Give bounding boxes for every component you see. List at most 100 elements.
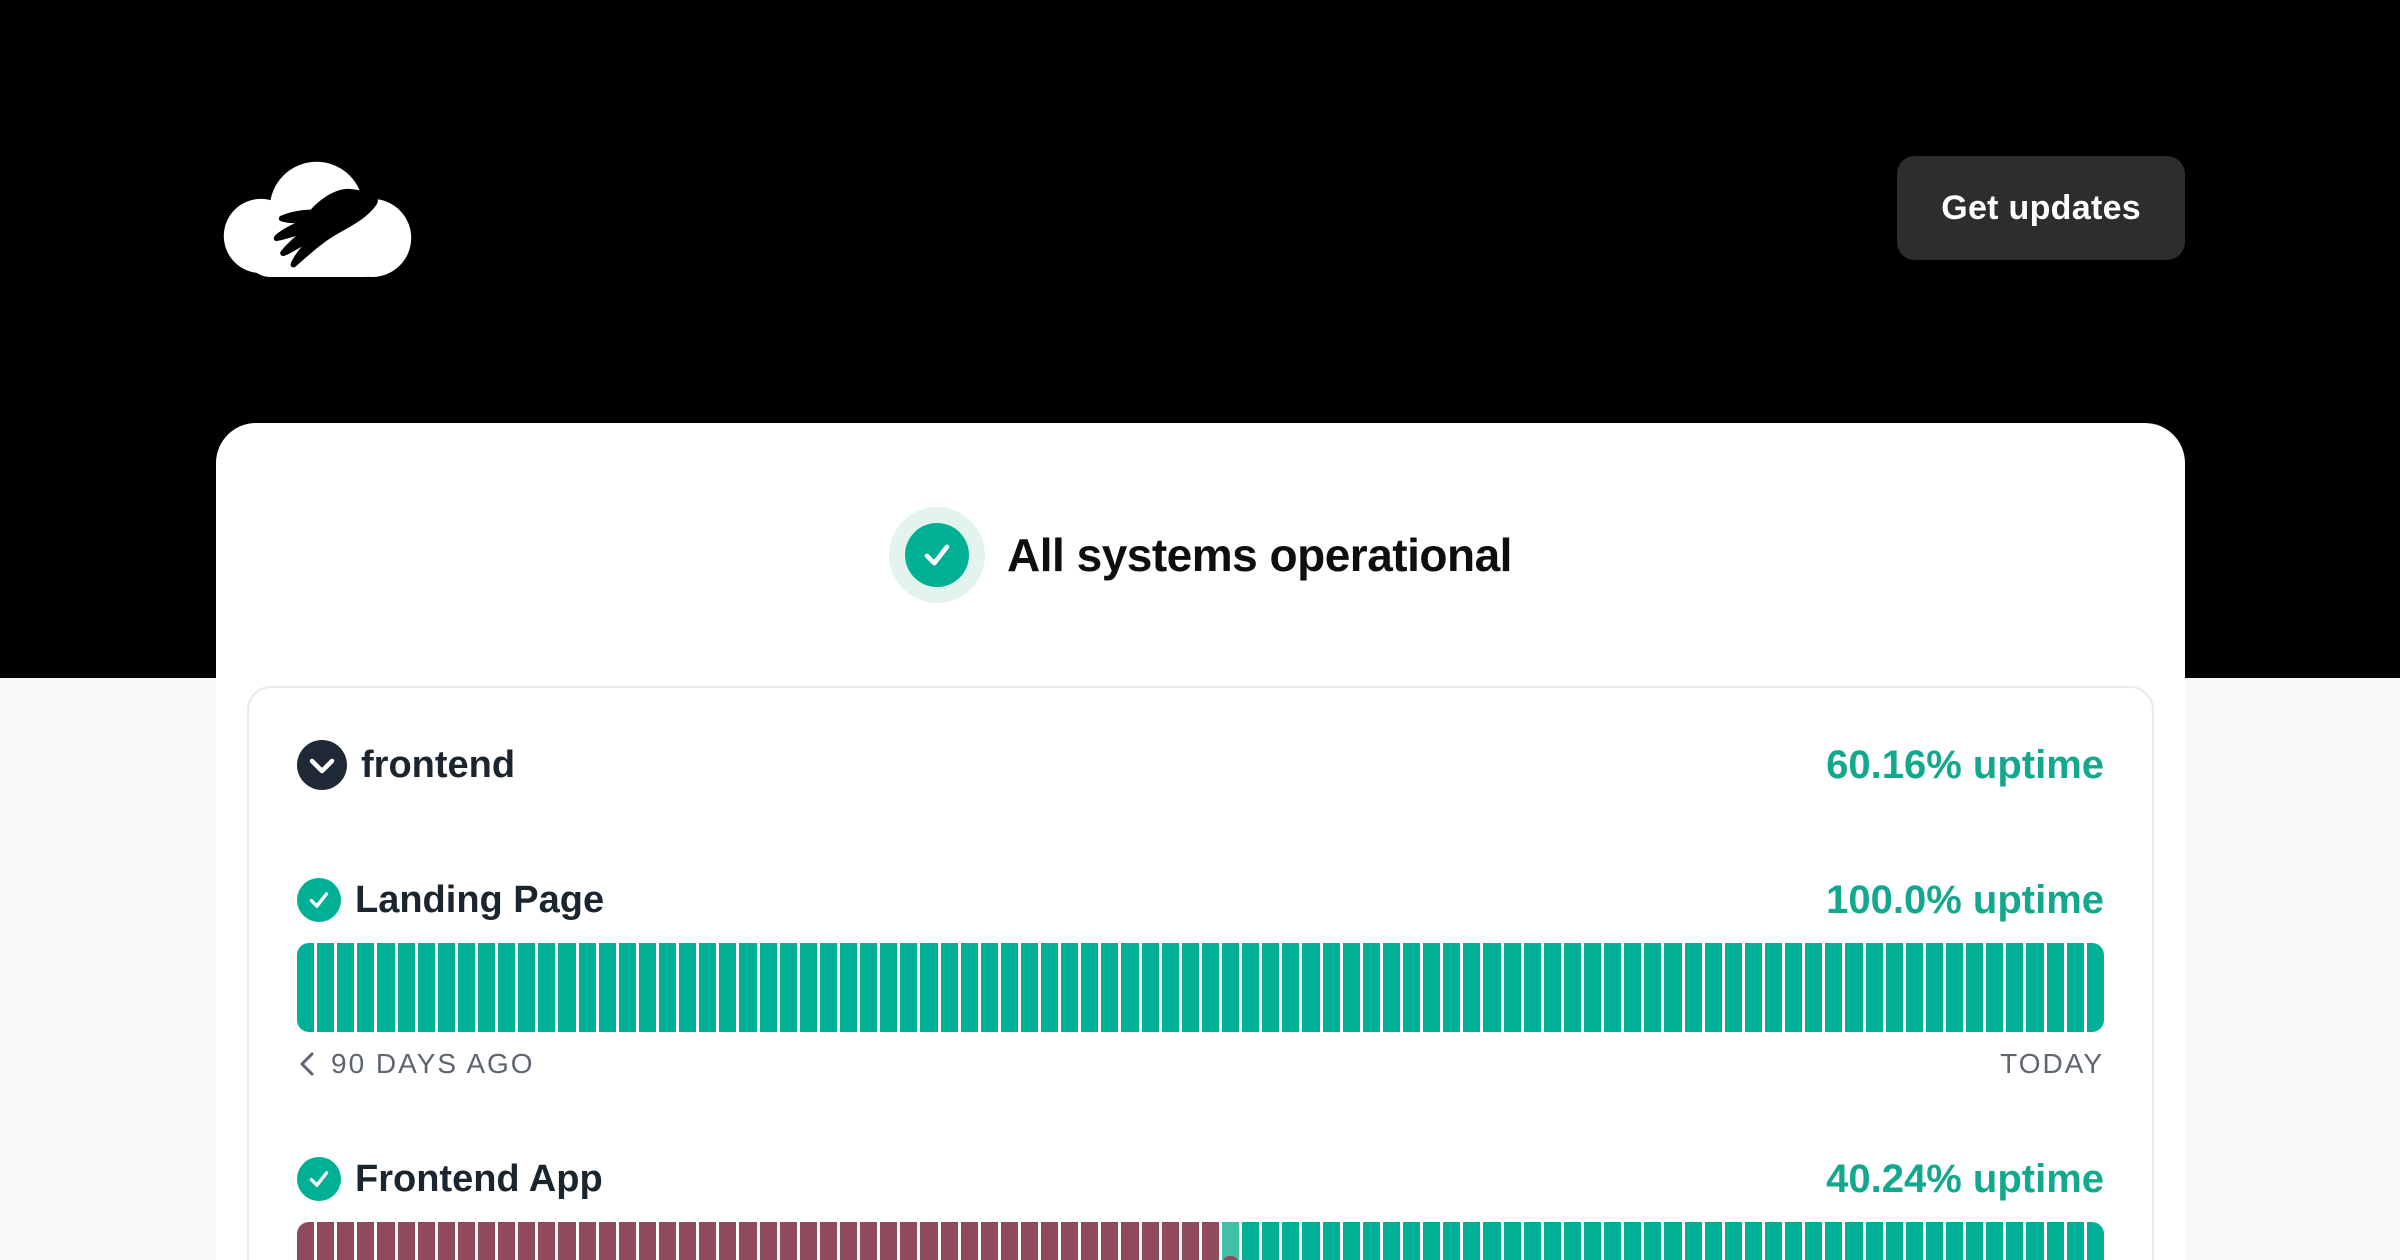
uptime-day-up[interactable] xyxy=(1684,1222,1702,1260)
uptime-day-up[interactable] xyxy=(1503,1222,1521,1260)
uptime-day-up[interactable] xyxy=(1423,943,1441,1032)
uptime-day-up[interactable] xyxy=(1382,943,1401,1032)
uptime-day-down[interactable] xyxy=(317,1222,335,1260)
uptime-day-up[interactable] xyxy=(1282,1222,1300,1260)
uptime-day-up[interactable] xyxy=(1644,1222,1662,1260)
uptime-day-up[interactable] xyxy=(1624,1222,1642,1260)
uptime-day-down[interactable] xyxy=(839,1222,858,1260)
uptime-day-down[interactable] xyxy=(297,1222,315,1260)
uptime-day-up[interactable] xyxy=(538,943,556,1032)
uptime-day-up[interactable] xyxy=(397,943,415,1032)
uptime-day-up[interactable] xyxy=(1704,943,1722,1032)
uptime-day-up[interactable] xyxy=(1945,1222,1964,1260)
uptime-day-up[interactable] xyxy=(819,943,837,1032)
uptime-day-up[interactable] xyxy=(1885,1222,1903,1260)
uptime-day-up[interactable] xyxy=(558,943,576,1032)
uptime-day-up[interactable] xyxy=(799,943,817,1032)
uptime-day-up[interactable] xyxy=(498,943,516,1032)
uptime-day-down[interactable] xyxy=(1081,1222,1099,1260)
uptime-day-up[interactable] xyxy=(1986,1222,2004,1260)
uptime-day-up[interactable] xyxy=(1443,943,1461,1032)
uptime-day-up[interactable] xyxy=(2046,943,2064,1032)
uptime-day-up[interactable] xyxy=(1523,1222,1541,1260)
uptime-day-up[interactable] xyxy=(1463,943,1481,1032)
uptime-day-up[interactable] xyxy=(477,943,496,1032)
uptime-day-up[interactable] xyxy=(417,943,435,1032)
uptime-day-up[interactable] xyxy=(1201,943,1220,1032)
uptime-day-up[interactable] xyxy=(1141,943,1159,1032)
uptime-day-down[interactable] xyxy=(799,1222,817,1260)
uptime-day-up[interactable] xyxy=(1181,943,1199,1032)
uptime-day-down[interactable] xyxy=(699,1222,717,1260)
uptime-day-up[interactable] xyxy=(1785,1222,1803,1260)
uptime-day-up[interactable] xyxy=(578,943,596,1032)
uptime-day-up[interactable] xyxy=(1282,943,1300,1032)
uptime-day-up[interactable] xyxy=(1604,1222,1622,1260)
uptime-day-up[interactable] xyxy=(1764,1222,1783,1260)
uptime-day-up[interactable] xyxy=(1523,943,1541,1032)
uptime-day-up[interactable] xyxy=(1362,943,1380,1032)
uptime-day-up[interactable] xyxy=(1222,943,1240,1032)
uptime-day-up[interactable] xyxy=(1825,943,1843,1032)
uptime-day-down[interactable] xyxy=(578,1222,596,1260)
uptime-day-up[interactable] xyxy=(1262,943,1280,1032)
uptime-day-up[interactable] xyxy=(1744,1222,1762,1260)
uptime-day-up[interactable] xyxy=(1584,943,1602,1032)
uptime-day-up[interactable] xyxy=(719,943,737,1032)
uptime-day-up[interactable] xyxy=(759,943,777,1032)
uptime-day-up[interactable] xyxy=(1925,943,1943,1032)
uptime-day-up[interactable] xyxy=(1966,1222,1984,1260)
uptime-day-up[interactable] xyxy=(1362,1222,1380,1260)
uptime-day-up[interactable] xyxy=(1664,943,1682,1032)
uptime-day-up[interactable] xyxy=(1242,1222,1260,1260)
uptime-day-up[interactable] xyxy=(1744,943,1762,1032)
uptime-day-up[interactable] xyxy=(1322,943,1340,1032)
chevron-down-icon[interactable] xyxy=(297,740,347,790)
uptime-day-down[interactable] xyxy=(1101,1222,1119,1260)
uptime-day-up[interactable] xyxy=(1905,1222,1923,1260)
uptime-day-up[interactable] xyxy=(2006,1222,2024,1260)
uptime-day-up[interactable] xyxy=(1845,943,1863,1032)
uptime-day-up[interactable] xyxy=(1764,943,1783,1032)
uptime-day-down[interactable] xyxy=(457,1222,475,1260)
uptime-day-up[interactable] xyxy=(1724,943,1742,1032)
uptime-day-up[interactable] xyxy=(1382,1222,1401,1260)
uptime-day-down[interactable] xyxy=(1020,1222,1039,1260)
uptime-day-up[interactable] xyxy=(2086,1222,2104,1260)
uptime-day-up[interactable] xyxy=(1905,943,1923,1032)
uptime-day-up[interactable] xyxy=(2026,1222,2044,1260)
uptime-day-down[interactable] xyxy=(498,1222,516,1260)
uptime-day-down[interactable] xyxy=(618,1222,636,1260)
group-row-frontend[interactable]: frontend 60.16% uptime xyxy=(297,740,2104,790)
uptime-day-up[interactable] xyxy=(457,943,475,1032)
uptime-day-up[interactable] xyxy=(1785,943,1803,1032)
uptime-day-down[interactable] xyxy=(1181,1222,1199,1260)
uptime-day-down[interactable] xyxy=(739,1222,757,1260)
uptime-day-up[interactable] xyxy=(1322,1222,1340,1260)
uptime-day-up[interactable] xyxy=(1644,943,1662,1032)
uptime-day-down[interactable] xyxy=(940,1222,958,1260)
uptime-day-up[interactable] xyxy=(337,943,355,1032)
uptime-day-up[interactable] xyxy=(1483,943,1501,1032)
uptime-day-down[interactable] xyxy=(960,1222,978,1260)
uptime-day-up[interactable] xyxy=(658,943,677,1032)
uptime-day-down[interactable] xyxy=(1141,1222,1159,1260)
uptime-day-down[interactable] xyxy=(920,1222,938,1260)
uptime-day-down[interactable] xyxy=(638,1222,656,1260)
uptime-day-up[interactable] xyxy=(2006,943,2024,1032)
uptime-day-up[interactable] xyxy=(1563,1222,1581,1260)
uptime-day-up[interactable] xyxy=(1262,1222,1280,1260)
uptime-day-down[interactable] xyxy=(900,1222,918,1260)
uptime-day-up[interactable] xyxy=(940,943,958,1032)
uptime-day-down[interactable] xyxy=(1161,1222,1179,1260)
uptime-day-down[interactable] xyxy=(377,1222,395,1260)
uptime-day-up[interactable] xyxy=(1925,1222,1943,1260)
uptime-day-up[interactable] xyxy=(1020,943,1039,1032)
uptime-day-up[interactable] xyxy=(1302,943,1320,1032)
uptime-day-up[interactable] xyxy=(1403,1222,1421,1260)
uptime-day-down[interactable] xyxy=(437,1222,455,1260)
uptime-day-up[interactable] xyxy=(598,943,616,1032)
uptime-day-up[interactable] xyxy=(317,943,335,1032)
uptime-day-up[interactable] xyxy=(1101,943,1119,1032)
uptime-day-down[interactable] xyxy=(980,1222,998,1260)
